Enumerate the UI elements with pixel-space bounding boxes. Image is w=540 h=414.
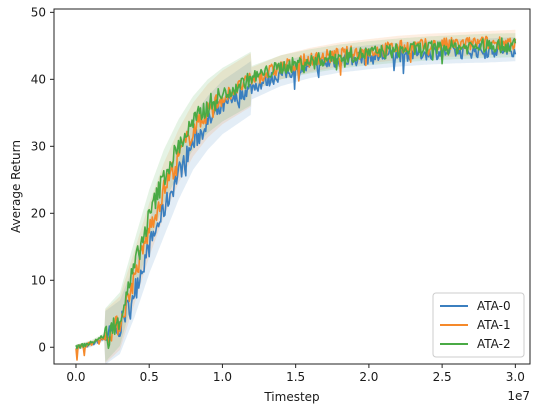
- y-tick-label: 30: [31, 139, 46, 153]
- legend-box: [432, 292, 525, 358]
- legend-label-ata-1: ATA-1: [477, 318, 511, 332]
- y-axis-label: Average Return: [9, 140, 23, 233]
- x-tick-label: 1.0: [213, 370, 232, 384]
- x-tick-label: 3.0: [506, 370, 525, 384]
- x-axis-label: Timestep: [263, 390, 319, 404]
- y-tick-label: 10: [31, 273, 46, 287]
- series-line-ata-2: [75, 37, 517, 350]
- x-axis-offset-label: 1e7: [507, 389, 530, 403]
- y-axis-ticks: 0 10 20 30 40 50: [31, 5, 54, 354]
- x-tick-label: 0.5: [140, 370, 159, 384]
- x-tick-label: 0.0: [66, 370, 85, 384]
- y-tick-label: 40: [31, 72, 46, 86]
- x-tick-label: 1.5: [286, 370, 305, 384]
- plot-frame: [53, 8, 531, 365]
- y-tick-label: 0: [38, 340, 46, 354]
- y-tick-label: 20: [31, 206, 46, 220]
- x-tick-label: 2.0: [359, 370, 378, 384]
- series-lines: [75, 35, 517, 361]
- x-tick-label: 2.5: [433, 370, 452, 384]
- series-line-ata-1: [75, 35, 517, 361]
- legend: ATA-0 ATA-1 ATA-2: [432, 292, 525, 358]
- legend-label-ata-2: ATA-2: [477, 337, 511, 351]
- y-tick-label: 50: [31, 5, 46, 19]
- series-band-ata-2: [76, 33, 516, 362]
- legend-label-ata-0: ATA-0: [477, 299, 511, 313]
- x-axis-ticks: 0.0 0.5 1.0 1.5 2.0 2.5 3.0: [66, 364, 525, 384]
